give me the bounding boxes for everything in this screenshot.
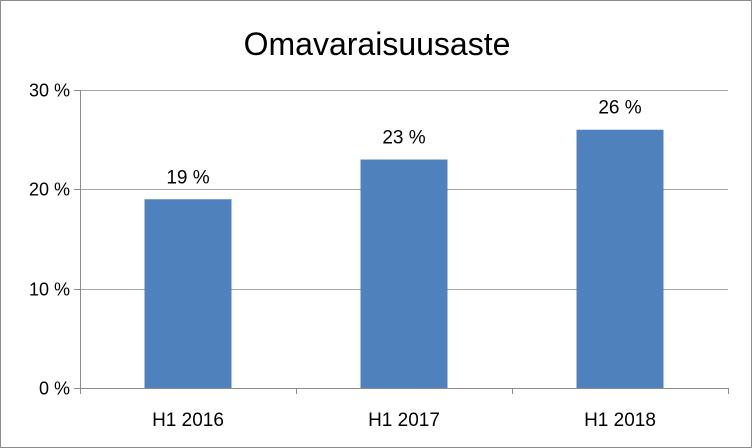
axes: [80, 90, 729, 394]
bar: [144, 199, 232, 388]
y-tick-label: 0 %: [39, 379, 70, 399]
y-tick-label: 30 %: [29, 81, 70, 101]
y-tick-label: 10 %: [29, 280, 70, 300]
y-tick-label: 20 %: [29, 180, 70, 200]
bars: [144, 129, 664, 388]
data-label: 26 %: [598, 98, 641, 119]
data-label: 23 %: [382, 128, 425, 149]
x-tick-label: H1 2018: [584, 410, 656, 431]
bar: [576, 129, 664, 388]
y-axis-ticks: 0 % 10 % 20 % 30 %: [29, 81, 80, 399]
data-labels: 19 % 23 % 26 %: [166, 98, 641, 189]
x-axis-categories: H1 2016 H1 2017 H1 2018: [152, 410, 656, 431]
x-tick-label: H1 2016: [152, 410, 224, 431]
data-label: 19 %: [166, 167, 209, 188]
bar: [360, 159, 448, 388]
chart-title: Omavaraisuusaste: [244, 26, 511, 62]
x-tick-label: H1 2017: [368, 410, 440, 431]
